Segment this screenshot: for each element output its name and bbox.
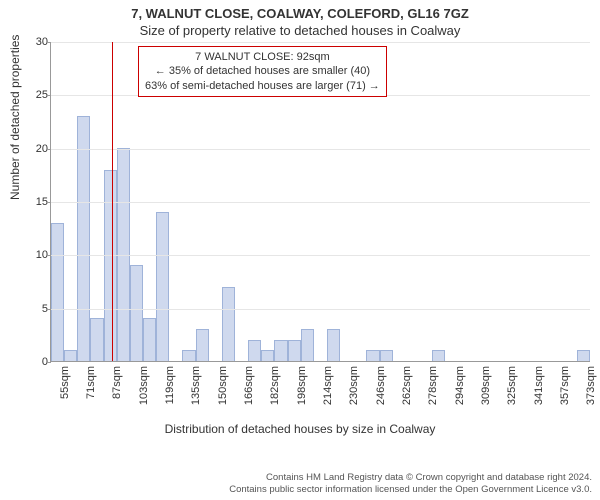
x-tick-label: 150sqm (217, 366, 229, 405)
histogram-bar (64, 350, 77, 361)
x-axis-title: Distribution of detached houses by size … (0, 422, 600, 436)
x-tick-label: 135sqm (190, 366, 202, 405)
x-tick-label: 182sqm (269, 366, 281, 405)
histogram-bar (577, 350, 590, 361)
chart-subtitle: Size of property relative to detached ho… (0, 21, 600, 42)
x-tick-label: 230sqm (348, 366, 360, 405)
x-tick-label: 246sqm (375, 366, 387, 405)
y-tick-label: 0 (20, 356, 48, 368)
x-tick-label: 198sqm (296, 366, 308, 405)
histogram-bar (327, 329, 340, 361)
x-tick-label: 119sqm (164, 366, 176, 404)
x-tick-label: 309sqm (480, 366, 492, 405)
x-tick-label: 71sqm (85, 366, 97, 399)
gridline (51, 202, 590, 203)
histogram-bar (182, 350, 195, 361)
x-tick-label: 294sqm (454, 366, 466, 405)
histogram-bar (288, 340, 301, 361)
histogram-bar (274, 340, 287, 361)
x-tick-label: 373sqm (585, 366, 597, 405)
x-tick-label: 214sqm (322, 366, 334, 405)
gridline (51, 149, 590, 150)
y-tick-label: 25 (20, 89, 48, 101)
x-tick-label: 87sqm (111, 366, 123, 399)
histogram-bar (261, 350, 274, 361)
y-tick-label: 20 (20, 143, 48, 155)
gridline (51, 255, 590, 256)
histogram-bar (156, 212, 169, 361)
x-tick-label: 278sqm (427, 366, 439, 405)
histogram-bar (222, 287, 235, 361)
x-tick-label: 262sqm (401, 366, 413, 405)
x-tick-container: 55sqm 71sqm 87sqm 103sqm 119sqm 135sqm 150sqm 1… (50, 362, 590, 422)
y-tick-mark (47, 255, 51, 256)
callout-line1: 7 WALNUT CLOSE: 92sqm (145, 50, 380, 64)
footer-line1: Contains HM Land Registry data © Crown c… (229, 472, 592, 484)
histogram-bar (366, 350, 379, 361)
attribution-footer: Contains HM Land Registry data © Crown c… (229, 472, 592, 496)
y-tick-label: 10 (20, 249, 48, 261)
histogram-bar (143, 318, 156, 361)
x-tick-label: 357sqm (559, 366, 571, 405)
x-tick-label: 55sqm (59, 366, 71, 399)
callout-line2: ← 35% of detached houses are smaller (40… (145, 64, 380, 78)
histogram-bar (90, 318, 103, 361)
x-tick-label: 166sqm (243, 366, 255, 405)
gridline (51, 42, 590, 43)
histogram-bar (196, 329, 209, 361)
chart-area: 051015202530 7 WALNUT CLOSE: 92sqm ← 35%… (50, 42, 590, 362)
histogram-bar (432, 350, 445, 361)
y-tick-label: 15 (20, 196, 48, 208)
histogram-bar (248, 340, 261, 361)
y-tick-mark (47, 202, 51, 203)
y-tick-mark (47, 95, 51, 96)
histogram-bar (380, 350, 393, 361)
marker-callout: 7 WALNUT CLOSE: 92sqm ← 35% of detached … (138, 46, 387, 97)
y-tick-label: 5 (20, 303, 48, 315)
address-title: 7, WALNUT CLOSE, COALWAY, COLEFORD, GL16… (0, 0, 600, 21)
histogram-bar (130, 265, 143, 361)
x-tick-label: 103sqm (138, 366, 150, 405)
marker-line (112, 42, 113, 361)
y-tick-label: 30 (20, 36, 48, 48)
y-tick-mark (47, 42, 51, 43)
y-tick-container: 051015202530 (20, 42, 48, 362)
histogram-bar (104, 170, 117, 361)
gridline (51, 309, 590, 310)
histogram-bar (51, 223, 64, 361)
y-tick-mark (47, 309, 51, 310)
x-tick-label: 341sqm (533, 366, 545, 405)
histogram-bar (301, 329, 314, 361)
callout-line3: 63% of semi-detached houses are larger (… (145, 79, 380, 93)
y-tick-mark (47, 149, 51, 150)
x-tick-label: 325sqm (506, 366, 518, 405)
histogram-bar (77, 116, 90, 361)
footer-line2: Contains public sector information licen… (229, 484, 592, 496)
